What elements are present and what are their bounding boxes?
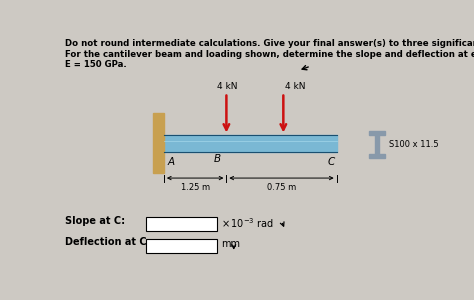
Text: 4 kN: 4 kN [217, 82, 237, 91]
Bar [369, 154, 385, 158]
Bar [164, 135, 337, 152]
Text: mm: mm [221, 239, 240, 249]
Bar [375, 135, 379, 154]
Text: $\times\,10^{-3}$ rad: $\times\,10^{-3}$ rad [221, 216, 274, 230]
Bar [153, 113, 164, 173]
FancyBboxPatch shape [146, 239, 217, 253]
Text: B: B [214, 154, 221, 164]
Text: 0.75 m: 0.75 m [267, 183, 296, 192]
FancyBboxPatch shape [146, 217, 217, 231]
Text: For the cantilever beam and loading shown, determine the slope and deflection at: For the cantilever beam and loading show… [65, 50, 474, 59]
Text: E = 150 GPa.: E = 150 GPa. [65, 60, 127, 69]
Text: C: C [328, 157, 335, 167]
Text: 1.25 m: 1.25 m [181, 183, 210, 192]
Text: 4 kN: 4 kN [285, 82, 306, 91]
Text: Slope at C:: Slope at C: [65, 216, 125, 226]
Text: Do not round intermediate calculations. Give your final answer(s) to three signi: Do not round intermediate calculations. … [65, 40, 474, 49]
Text: S100 x 11.5: S100 x 11.5 [389, 140, 438, 149]
Text: Deflection at C:: Deflection at C: [65, 237, 150, 247]
Text: A: A [168, 157, 175, 167]
Bar [369, 131, 385, 135]
